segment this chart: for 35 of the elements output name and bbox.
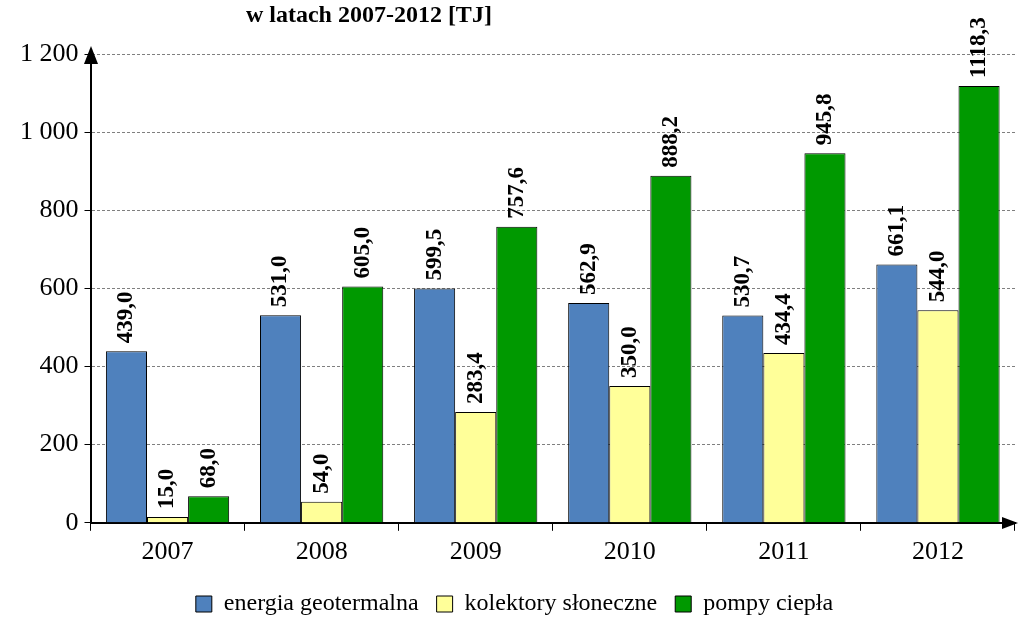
y-tick-label: 600 [39, 272, 79, 302]
data-label: 530,7 [728, 255, 754, 308]
data-label: 599,5 [420, 228, 446, 281]
data-label: 68,0 [194, 447, 220, 489]
data-label: 439,0 [112, 291, 138, 344]
x-tick-label: 2008 [295, 536, 348, 566]
y-tick-label: 0 [65, 506, 79, 536]
data-label: 15,0 [153, 468, 179, 509]
data-label: 562,9 [574, 243, 600, 295]
data-label: 1118,3 [964, 17, 990, 78]
data-label: 531,0 [266, 255, 292, 308]
x-tick-label: 2012 [911, 536, 964, 566]
y-tick-label: 1 000 [20, 115, 79, 145]
data-label: 661,1 [882, 204, 908, 257]
chart-title: w latach 2007-2012 [TJ] [245, 1, 492, 28]
y-tick-label: 400 [39, 350, 79, 380]
x-tick-label: 2011 [758, 536, 810, 566]
x-tick-label: 2010 [603, 536, 656, 566]
data-label: 757,6 [502, 167, 528, 219]
data-label: 605,0 [348, 226, 374, 279]
y-tick-label: 200 [39, 428, 79, 458]
x-tick-label: 2007 [141, 536, 194, 566]
data-label: 283,4 [461, 351, 487, 405]
data-label: 945,8 [810, 93, 836, 146]
legend-label: kolektory słoneczne [464, 589, 658, 616]
y-tick-label: 1 200 [20, 37, 79, 67]
legend-label: pompy ciepła [703, 589, 834, 616]
data-label: 888,2 [656, 116, 682, 168]
y-tick-label: 800 [39, 194, 79, 224]
data-label: 54,0 [307, 453, 333, 494]
legend-label: energia geotermalna [223, 589, 419, 616]
data-label: 544,0 [923, 250, 949, 303]
x-tick-label: 2009 [449, 536, 502, 566]
data-label: 350,0 [615, 326, 641, 379]
data-label: 434,4 [769, 292, 795, 346]
